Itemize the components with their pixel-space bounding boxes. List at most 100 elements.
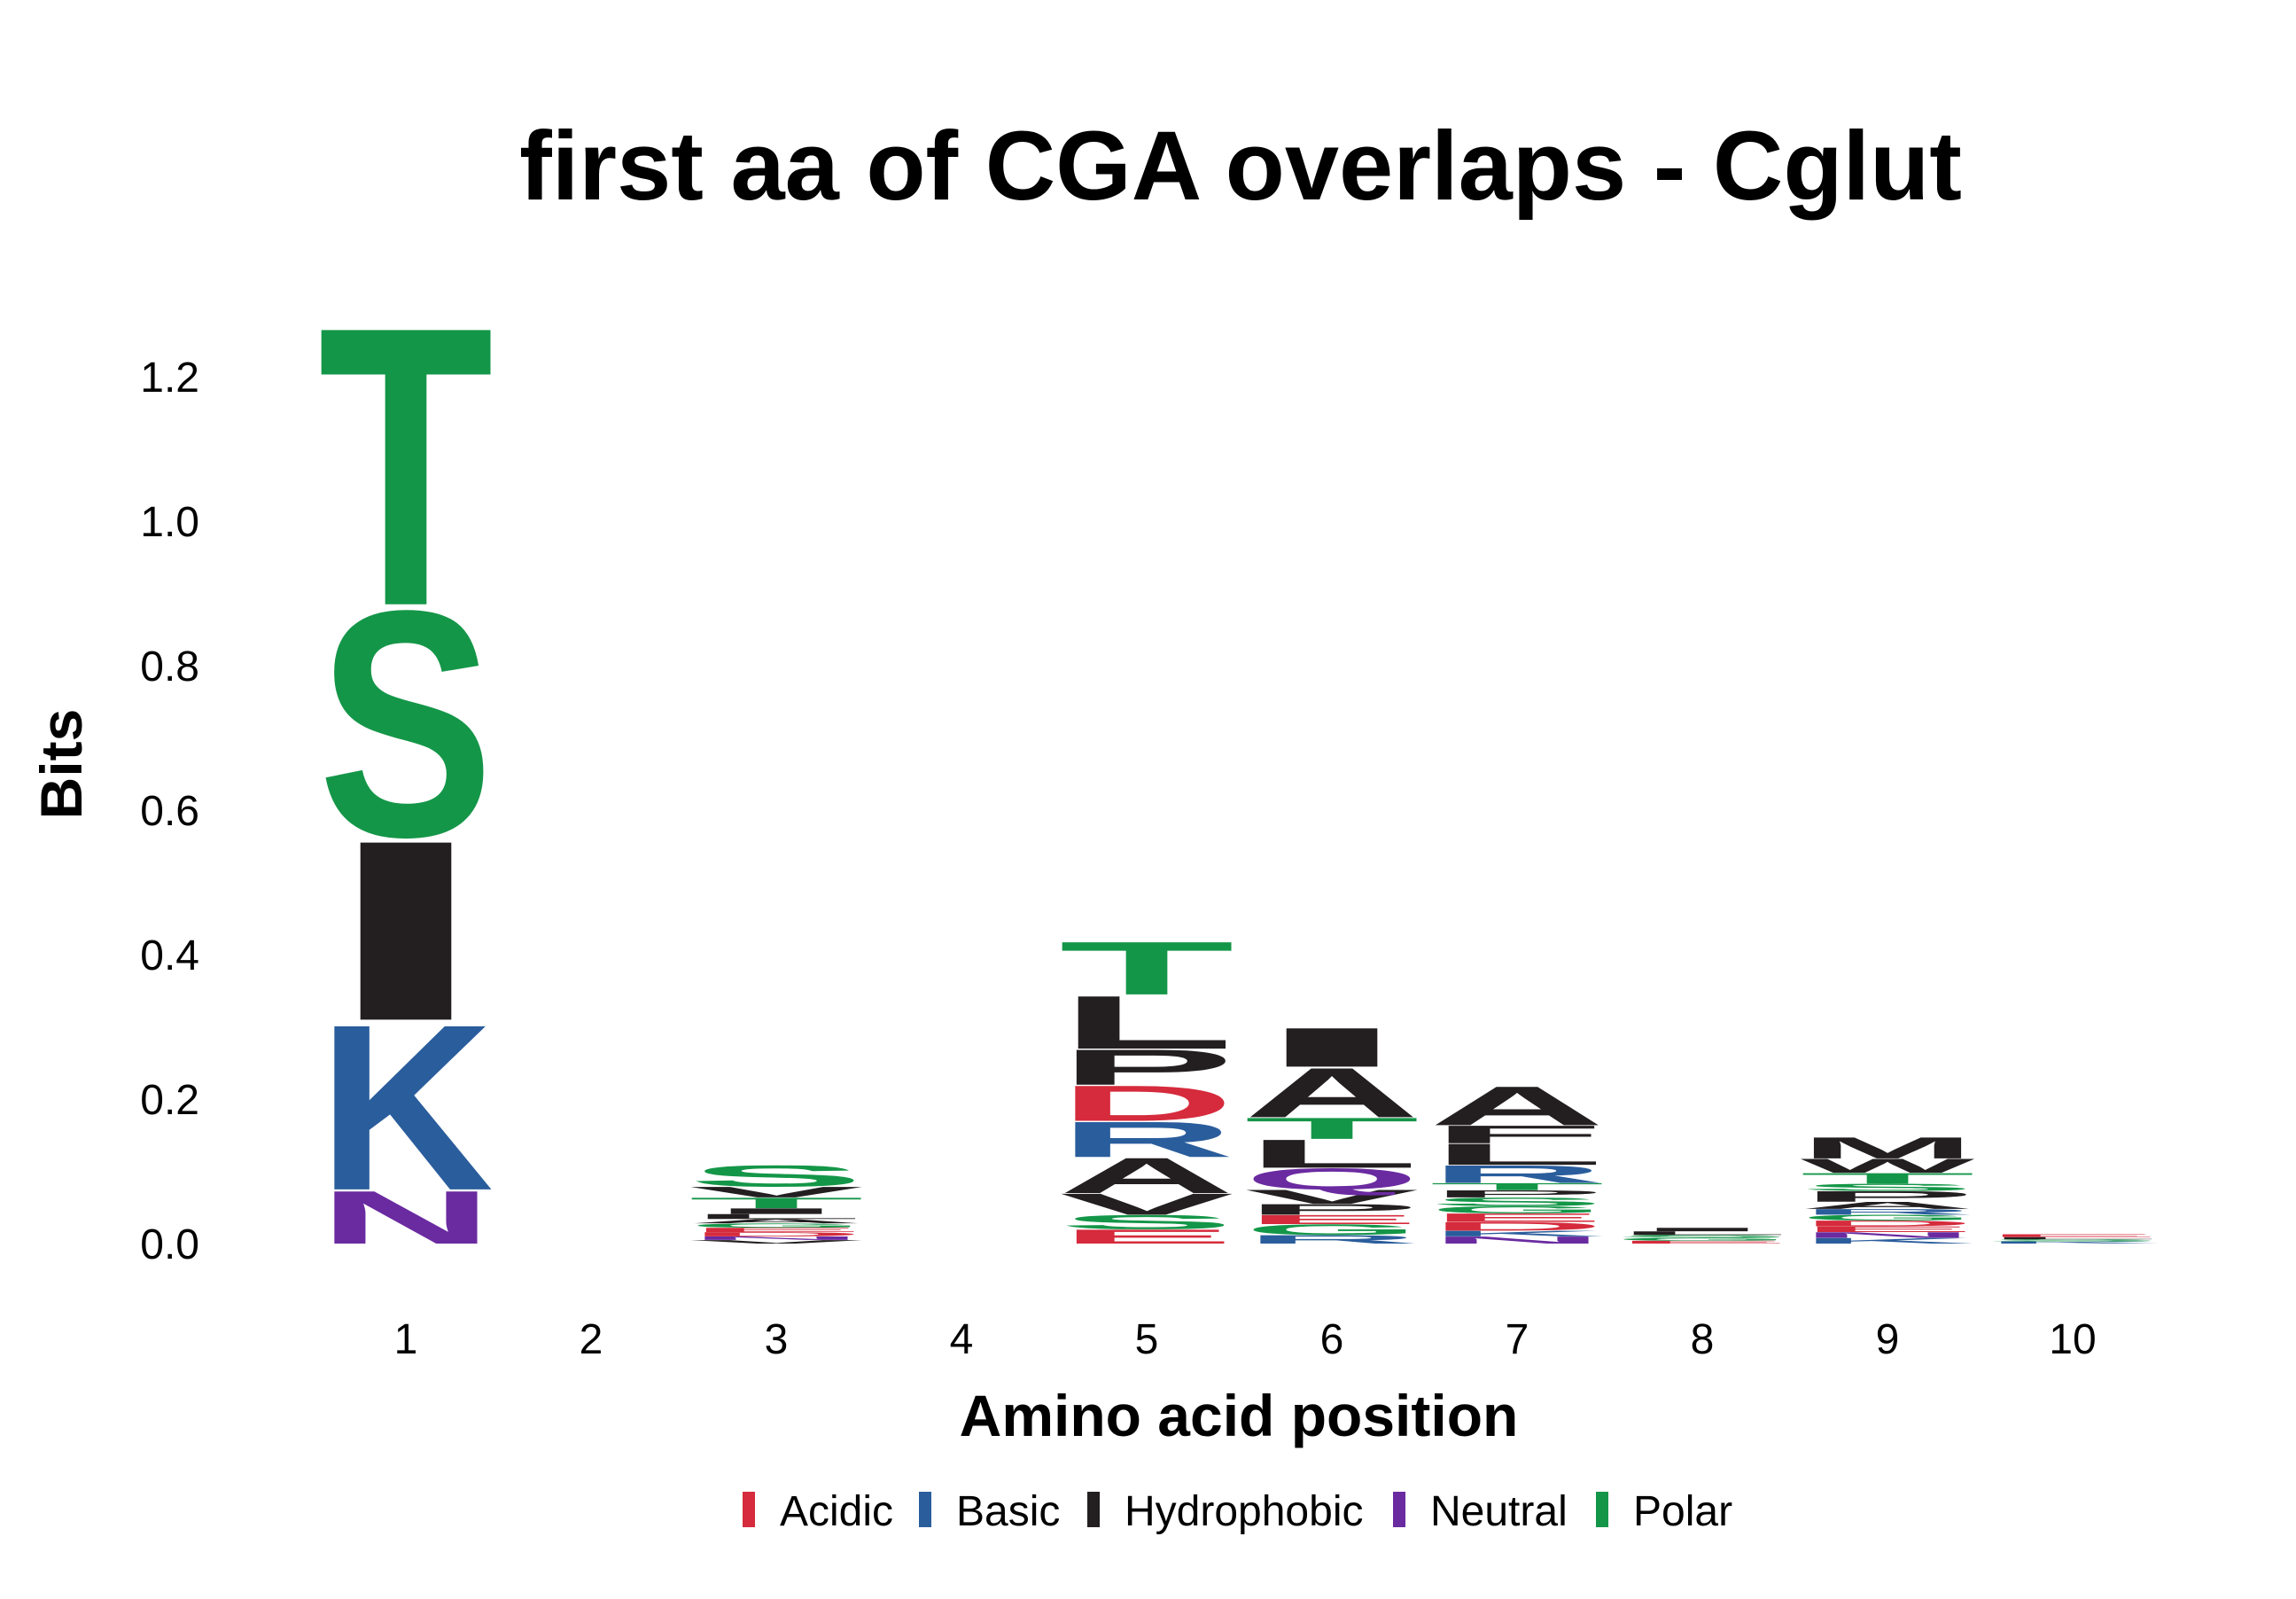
logo-letter-A: A xyxy=(1800,1200,1975,1212)
y-tick-label: 1.2 xyxy=(140,355,199,402)
legend-swatch xyxy=(743,1492,755,1527)
logo-letter-I: I xyxy=(318,787,494,1074)
logo-letter-E: E xyxy=(1800,1225,1975,1234)
x-tick-label: 9 xyxy=(1876,1316,1900,1363)
legend-label: Acidic xyxy=(780,1488,893,1535)
logo-letter-L: L xyxy=(1059,980,1234,1065)
logo-letter-K: K xyxy=(1985,1241,2160,1244)
legend-item-basic: Basic xyxy=(919,1488,1060,1535)
logo-letter-L: L xyxy=(1615,1230,1790,1236)
logo-letter-N: N xyxy=(1429,1235,1605,1246)
y-axis-title: Bits xyxy=(28,709,94,820)
legend-label: Hydrophobic xyxy=(1125,1488,1363,1535)
logo-letter-S: S xyxy=(1059,1211,1234,1234)
chart-title: first aa of CGA overlaps - Cglut xyxy=(519,112,1962,221)
logo-letter-E: E xyxy=(1985,1234,2160,1238)
logo-letter-I: I xyxy=(1615,1227,1790,1232)
x-tick-label: 10 xyxy=(2049,1316,2096,1363)
x-tick-label: 6 xyxy=(1320,1316,1344,1363)
logo-letter-L: L xyxy=(1985,1236,2160,1240)
x-tick-label: 3 xyxy=(765,1316,789,1363)
logo-letter-T: T xyxy=(318,245,494,690)
logo-letter-P: P xyxy=(1059,1040,1234,1096)
logo-letter-F: F xyxy=(1429,1120,1605,1149)
logo-letter-A: A xyxy=(1429,1075,1605,1137)
logo-letter-T: T xyxy=(1244,1112,1420,1145)
legend-swatch xyxy=(919,1492,931,1527)
logo-letter-D: D xyxy=(1059,1075,1234,1132)
logo-letter-E: E xyxy=(1429,1211,1605,1224)
logo-letter-S: S xyxy=(1985,1238,2160,1242)
logo-letter-R: R xyxy=(1244,1233,1420,1246)
x-tick-label: 7 xyxy=(1506,1316,1529,1363)
legend-item-acidic: Acidic xyxy=(743,1488,893,1535)
x-tick-label: 5 xyxy=(1135,1316,1159,1363)
logo-letter-T: T xyxy=(1429,1181,1605,1192)
logo-letter-N: N xyxy=(318,1175,494,1260)
legend-item-neutral: Neutral xyxy=(1393,1488,1568,1535)
logo-letter-L: L xyxy=(689,1213,864,1221)
logo-letter-V: V xyxy=(1059,1188,1234,1221)
logo-letter-E: E xyxy=(1244,1213,1420,1228)
logo-letter-I: I xyxy=(1244,1017,1420,1079)
logo-letter-G: G xyxy=(1800,1213,1975,1222)
logo-letter-P: P xyxy=(1800,1188,1975,1205)
logo-letter-E: E xyxy=(689,1227,864,1234)
logo-letter-K: K xyxy=(1800,1236,1975,1245)
logo-letter-L: L xyxy=(1429,1137,1605,1171)
y-axis-ticks: 0.0 0.2 0.4 0.6 0.8 1.0 1.2 xyxy=(140,355,199,1268)
legend-label: Polar xyxy=(1633,1488,1732,1535)
logo-letter-G: G xyxy=(689,1222,864,1229)
logo-letter-R: R xyxy=(1059,1112,1234,1168)
legend-label: Basic xyxy=(956,1488,1060,1535)
legend-item-hydrophobic: Hydrophobic xyxy=(1087,1488,1363,1535)
logo-letter-T: T xyxy=(1059,926,1234,1010)
x-axis-ticks: 1 2 3 4 5 6 7 8 9 10 xyxy=(394,1316,2097,1363)
legend-swatch xyxy=(1393,1492,1405,1527)
y-tick-label: 0.6 xyxy=(140,788,199,835)
legend-item-polar: Polar xyxy=(1596,1488,1732,1535)
logo-letter-G: G xyxy=(1615,1237,1790,1242)
logo-letter-P: P xyxy=(1244,1201,1420,1218)
logo-letter-I: I xyxy=(689,1206,864,1215)
logo-letter-V: V xyxy=(1244,1186,1419,1208)
logo-letter-S: S xyxy=(1800,1182,1975,1193)
logo-letter-S: S xyxy=(318,544,494,905)
logo-letter-L: L xyxy=(1244,1132,1420,1177)
logo-letter-K: K xyxy=(318,976,494,1240)
logo-letter-W: W xyxy=(1801,1155,1975,1177)
logo-letter-D: D xyxy=(1429,1220,1605,1233)
y-tick-label: 0.2 xyxy=(140,1077,199,1124)
logo-letter-N: N xyxy=(689,1236,864,1241)
logo-letter-Q: Q xyxy=(1244,1162,1420,1196)
logo-letter-R: R xyxy=(1800,1207,1975,1216)
logo-letter-M: M xyxy=(1800,1131,1975,1165)
logo-letter-G: G xyxy=(1244,1221,1420,1238)
y-tick-label: 1.0 xyxy=(140,499,199,546)
y-tick-label: 0.0 xyxy=(140,1221,199,1268)
logo-letter-D: D xyxy=(1800,1219,1975,1228)
x-tick-label: 1 xyxy=(394,1316,418,1363)
logo-letter-E: E xyxy=(1059,1225,1234,1248)
x-tick-label: 8 xyxy=(1691,1316,1715,1363)
logo-letter-R: R xyxy=(1429,1160,1605,1189)
legend-swatch xyxy=(1087,1492,1100,1527)
logo-letter-A: A xyxy=(1059,1147,1234,1204)
logo-letter-V: V xyxy=(689,1239,863,1244)
x-tick-label: 4 xyxy=(950,1316,974,1363)
logo-letter-S: S xyxy=(1615,1234,1790,1238)
logo-letter-S: S xyxy=(689,1159,864,1193)
legend: Acidic Basic Hydrophobic Neutral Polar xyxy=(743,1488,1732,1535)
logo-letter-A: A xyxy=(1244,1053,1420,1132)
logo-letter-P: P xyxy=(1429,1189,1605,1200)
logo-letter-E: E xyxy=(1615,1240,1790,1244)
y-tick-label: 0.4 xyxy=(140,932,199,979)
